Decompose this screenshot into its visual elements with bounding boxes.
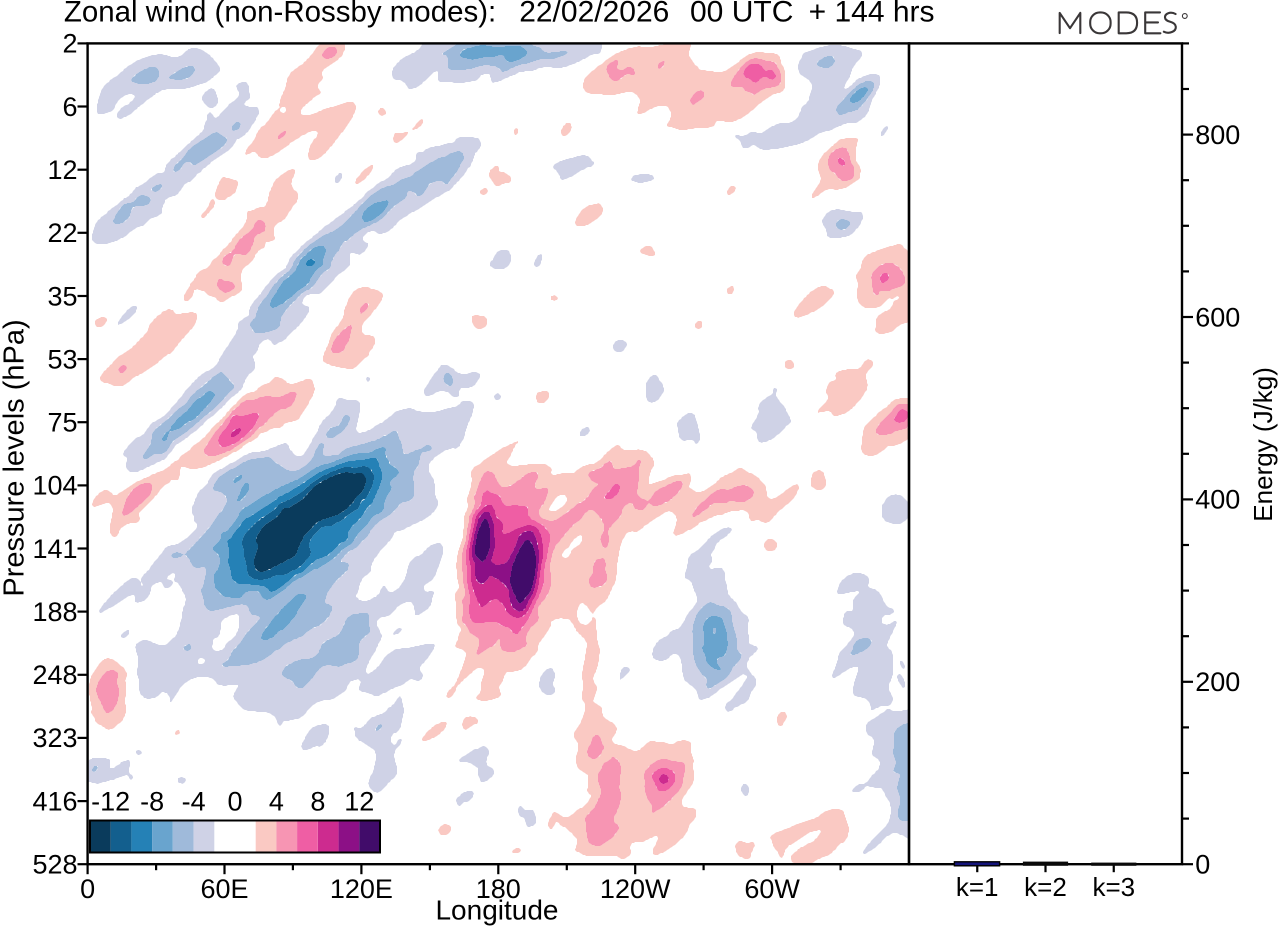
svg-text:-8: -8 bbox=[140, 786, 164, 816]
svg-text:k=2: k=2 bbox=[1024, 872, 1067, 902]
svg-text:53: 53 bbox=[47, 344, 77, 374]
svg-text:120W: 120W bbox=[600, 874, 671, 904]
svg-text:35: 35 bbox=[47, 281, 77, 311]
svg-text:22: 22 bbox=[47, 218, 77, 248]
svg-text:0: 0 bbox=[80, 874, 95, 904]
svg-text:188: 188 bbox=[32, 597, 77, 627]
svg-text:-12: -12 bbox=[91, 786, 130, 816]
svg-text:00 UTC: 00 UTC bbox=[690, 0, 793, 29]
svg-text:120E: 120E bbox=[330, 874, 393, 904]
svg-text:323: 323 bbox=[32, 723, 77, 753]
svg-text:Energy (J/kg): Energy (J/kg) bbox=[1248, 367, 1278, 522]
svg-text:180: 180 bbox=[476, 874, 521, 904]
svg-text:75: 75 bbox=[47, 408, 77, 438]
svg-text:104: 104 bbox=[32, 471, 77, 501]
svg-text:Pressure levels (hPa): Pressure levels (hPa) bbox=[0, 319, 30, 596]
svg-text:248: 248 bbox=[32, 660, 77, 690]
svg-text:600: 600 bbox=[1195, 302, 1240, 332]
svg-text:k=1: k=1 bbox=[956, 872, 999, 902]
svg-text:800: 800 bbox=[1195, 120, 1240, 150]
svg-text:0: 0 bbox=[227, 786, 242, 816]
svg-text:12: 12 bbox=[47, 155, 77, 185]
svg-text:60E: 60E bbox=[200, 874, 248, 904]
svg-text:12: 12 bbox=[344, 786, 374, 816]
svg-text:Longitude: Longitude bbox=[435, 894, 558, 925]
svg-text:4: 4 bbox=[269, 786, 284, 816]
svg-text:141: 141 bbox=[32, 534, 77, 564]
svg-text:0: 0 bbox=[1195, 850, 1210, 880]
svg-text:8: 8 bbox=[310, 786, 325, 816]
svg-text:+ 144 hrs: + 144 hrs bbox=[809, 0, 935, 29]
svg-text:Zonal wind (non-Rossby modes):: Zonal wind (non-Rossby modes): bbox=[64, 0, 496, 29]
svg-text:6: 6 bbox=[62, 92, 77, 122]
svg-text:400: 400 bbox=[1195, 485, 1240, 515]
svg-text:-4: -4 bbox=[182, 786, 206, 816]
svg-text:200: 200 bbox=[1195, 667, 1240, 697]
svg-text:22/02/2026: 22/02/2026 bbox=[519, 0, 669, 29]
svg-text:416: 416 bbox=[32, 786, 77, 816]
svg-text:k=3: k=3 bbox=[1092, 872, 1135, 902]
svg-text:60W: 60W bbox=[744, 874, 800, 904]
svg-text:2: 2 bbox=[62, 29, 77, 59]
svg-text:528: 528 bbox=[32, 850, 77, 880]
